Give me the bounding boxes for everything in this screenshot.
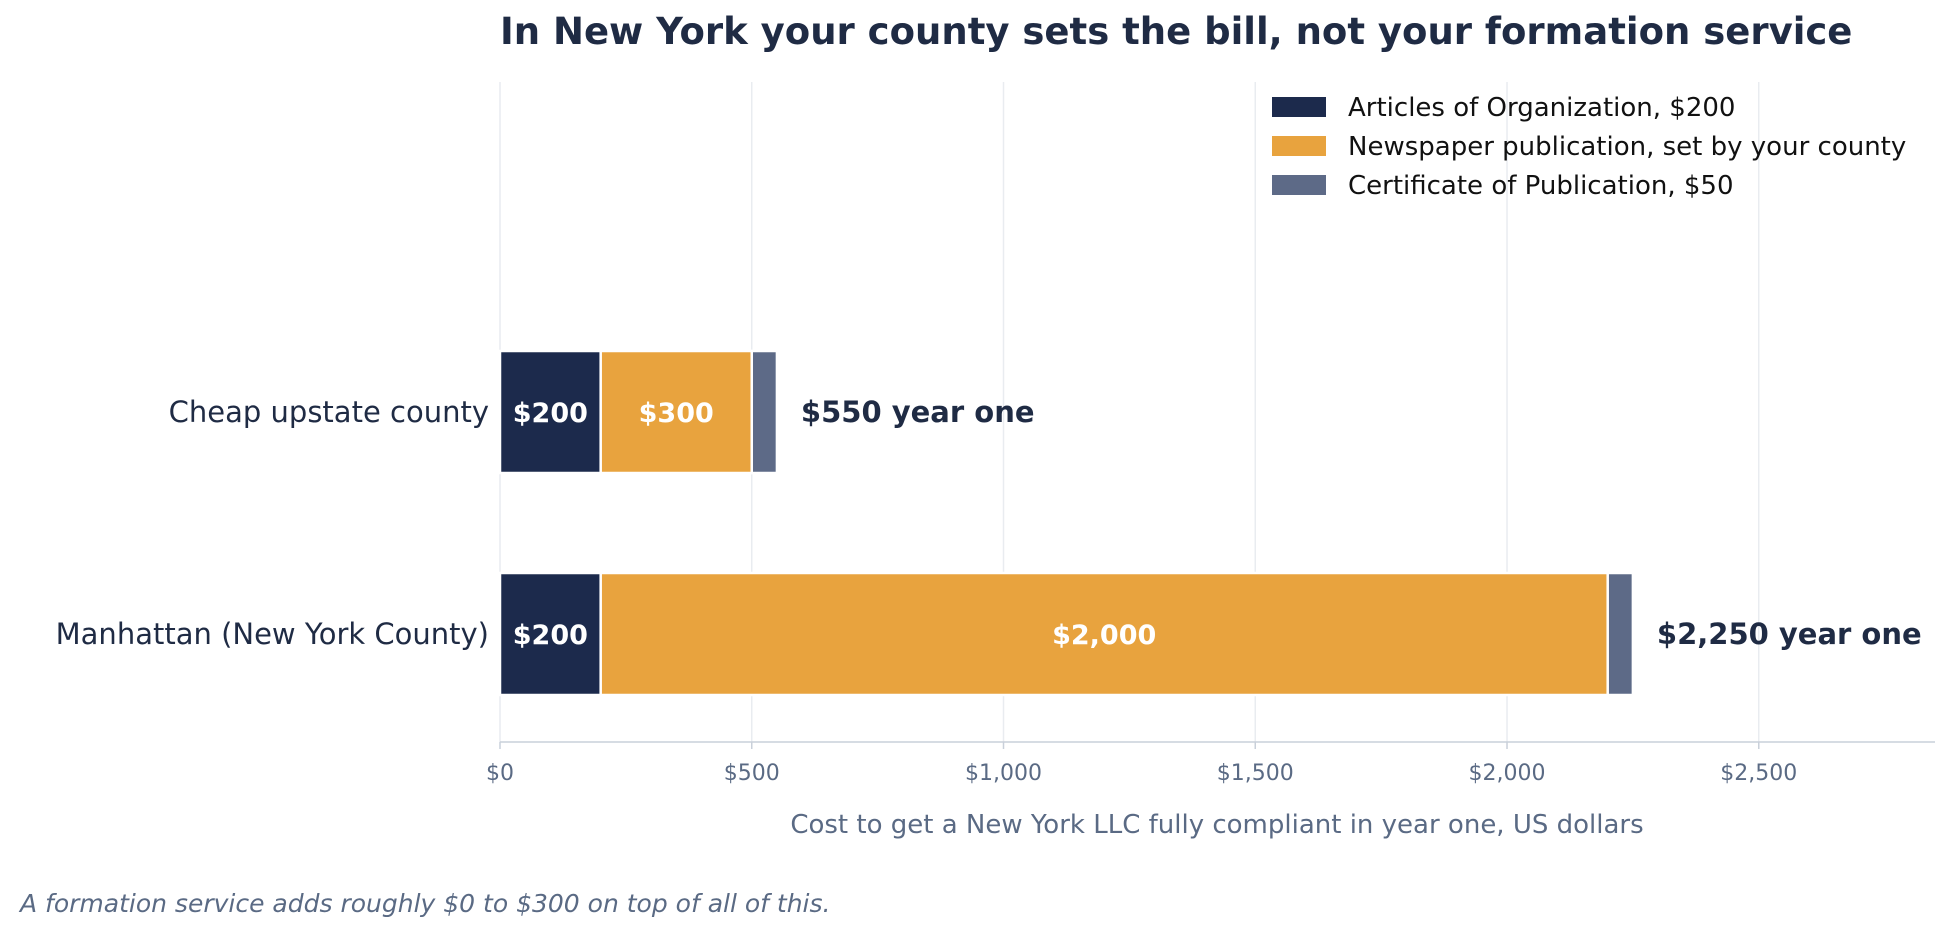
segment-value-label: $300	[639, 398, 714, 429]
x-tick-label: $1,000	[965, 761, 1042, 786]
bar-segment-1	[498, 349, 602, 475]
legend-swatch-3	[1272, 175, 1326, 195]
x-axis-ticks: $0 $500 $1,000 $1,500 $2,000 $2,500	[486, 742, 1797, 786]
bar-segment-1	[498, 571, 602, 697]
segment-value-label: $2,000	[1052, 620, 1156, 651]
x-tick-label: $2,500	[1720, 761, 1797, 786]
legend-swatch-1	[1272, 97, 1326, 117]
legend-label-2: Newspaper publication, set by your count…	[1348, 132, 1906, 162]
total-label: $550 year one	[801, 395, 1035, 429]
total-label: $2,250 year one	[1657, 617, 1922, 651]
legend-swatch-2	[1272, 136, 1326, 156]
bar-segment-2	[599, 571, 1609, 697]
bars	[498, 349, 1635, 697]
category-label: Cheap upstate county	[169, 395, 489, 429]
x-tick-label: $1,500	[1217, 761, 1294, 786]
category-label: Manhattan (New York County)	[56, 617, 489, 651]
legend-label-3: Certificate of Publication, $50	[1348, 171, 1733, 201]
bar-segment-3	[750, 349, 779, 475]
footnote: A formation service adds roughly $0 to $…	[18, 889, 830, 918]
segment-value-label: $200	[513, 398, 588, 429]
segment-value-label: $200	[513, 620, 588, 651]
x-axis-label: Cost to get a New York LLC fully complia…	[790, 810, 1643, 840]
chart-title: In New York your county sets the bill, n…	[500, 10, 1852, 53]
bar-labels: Cheap upstate county $200 $300 $550 year on…	[56, 395, 1922, 651]
legend: Articles of Organization, $200 Newspaper …	[1272, 93, 1906, 201]
x-tick-label: $0	[486, 761, 514, 786]
x-tick-label: $2,000	[1469, 761, 1546, 786]
bar-segment-3	[1606, 571, 1635, 697]
x-tick-label: $500	[724, 761, 780, 786]
legend-label-1: Articles of Organization, $200	[1348, 93, 1735, 123]
